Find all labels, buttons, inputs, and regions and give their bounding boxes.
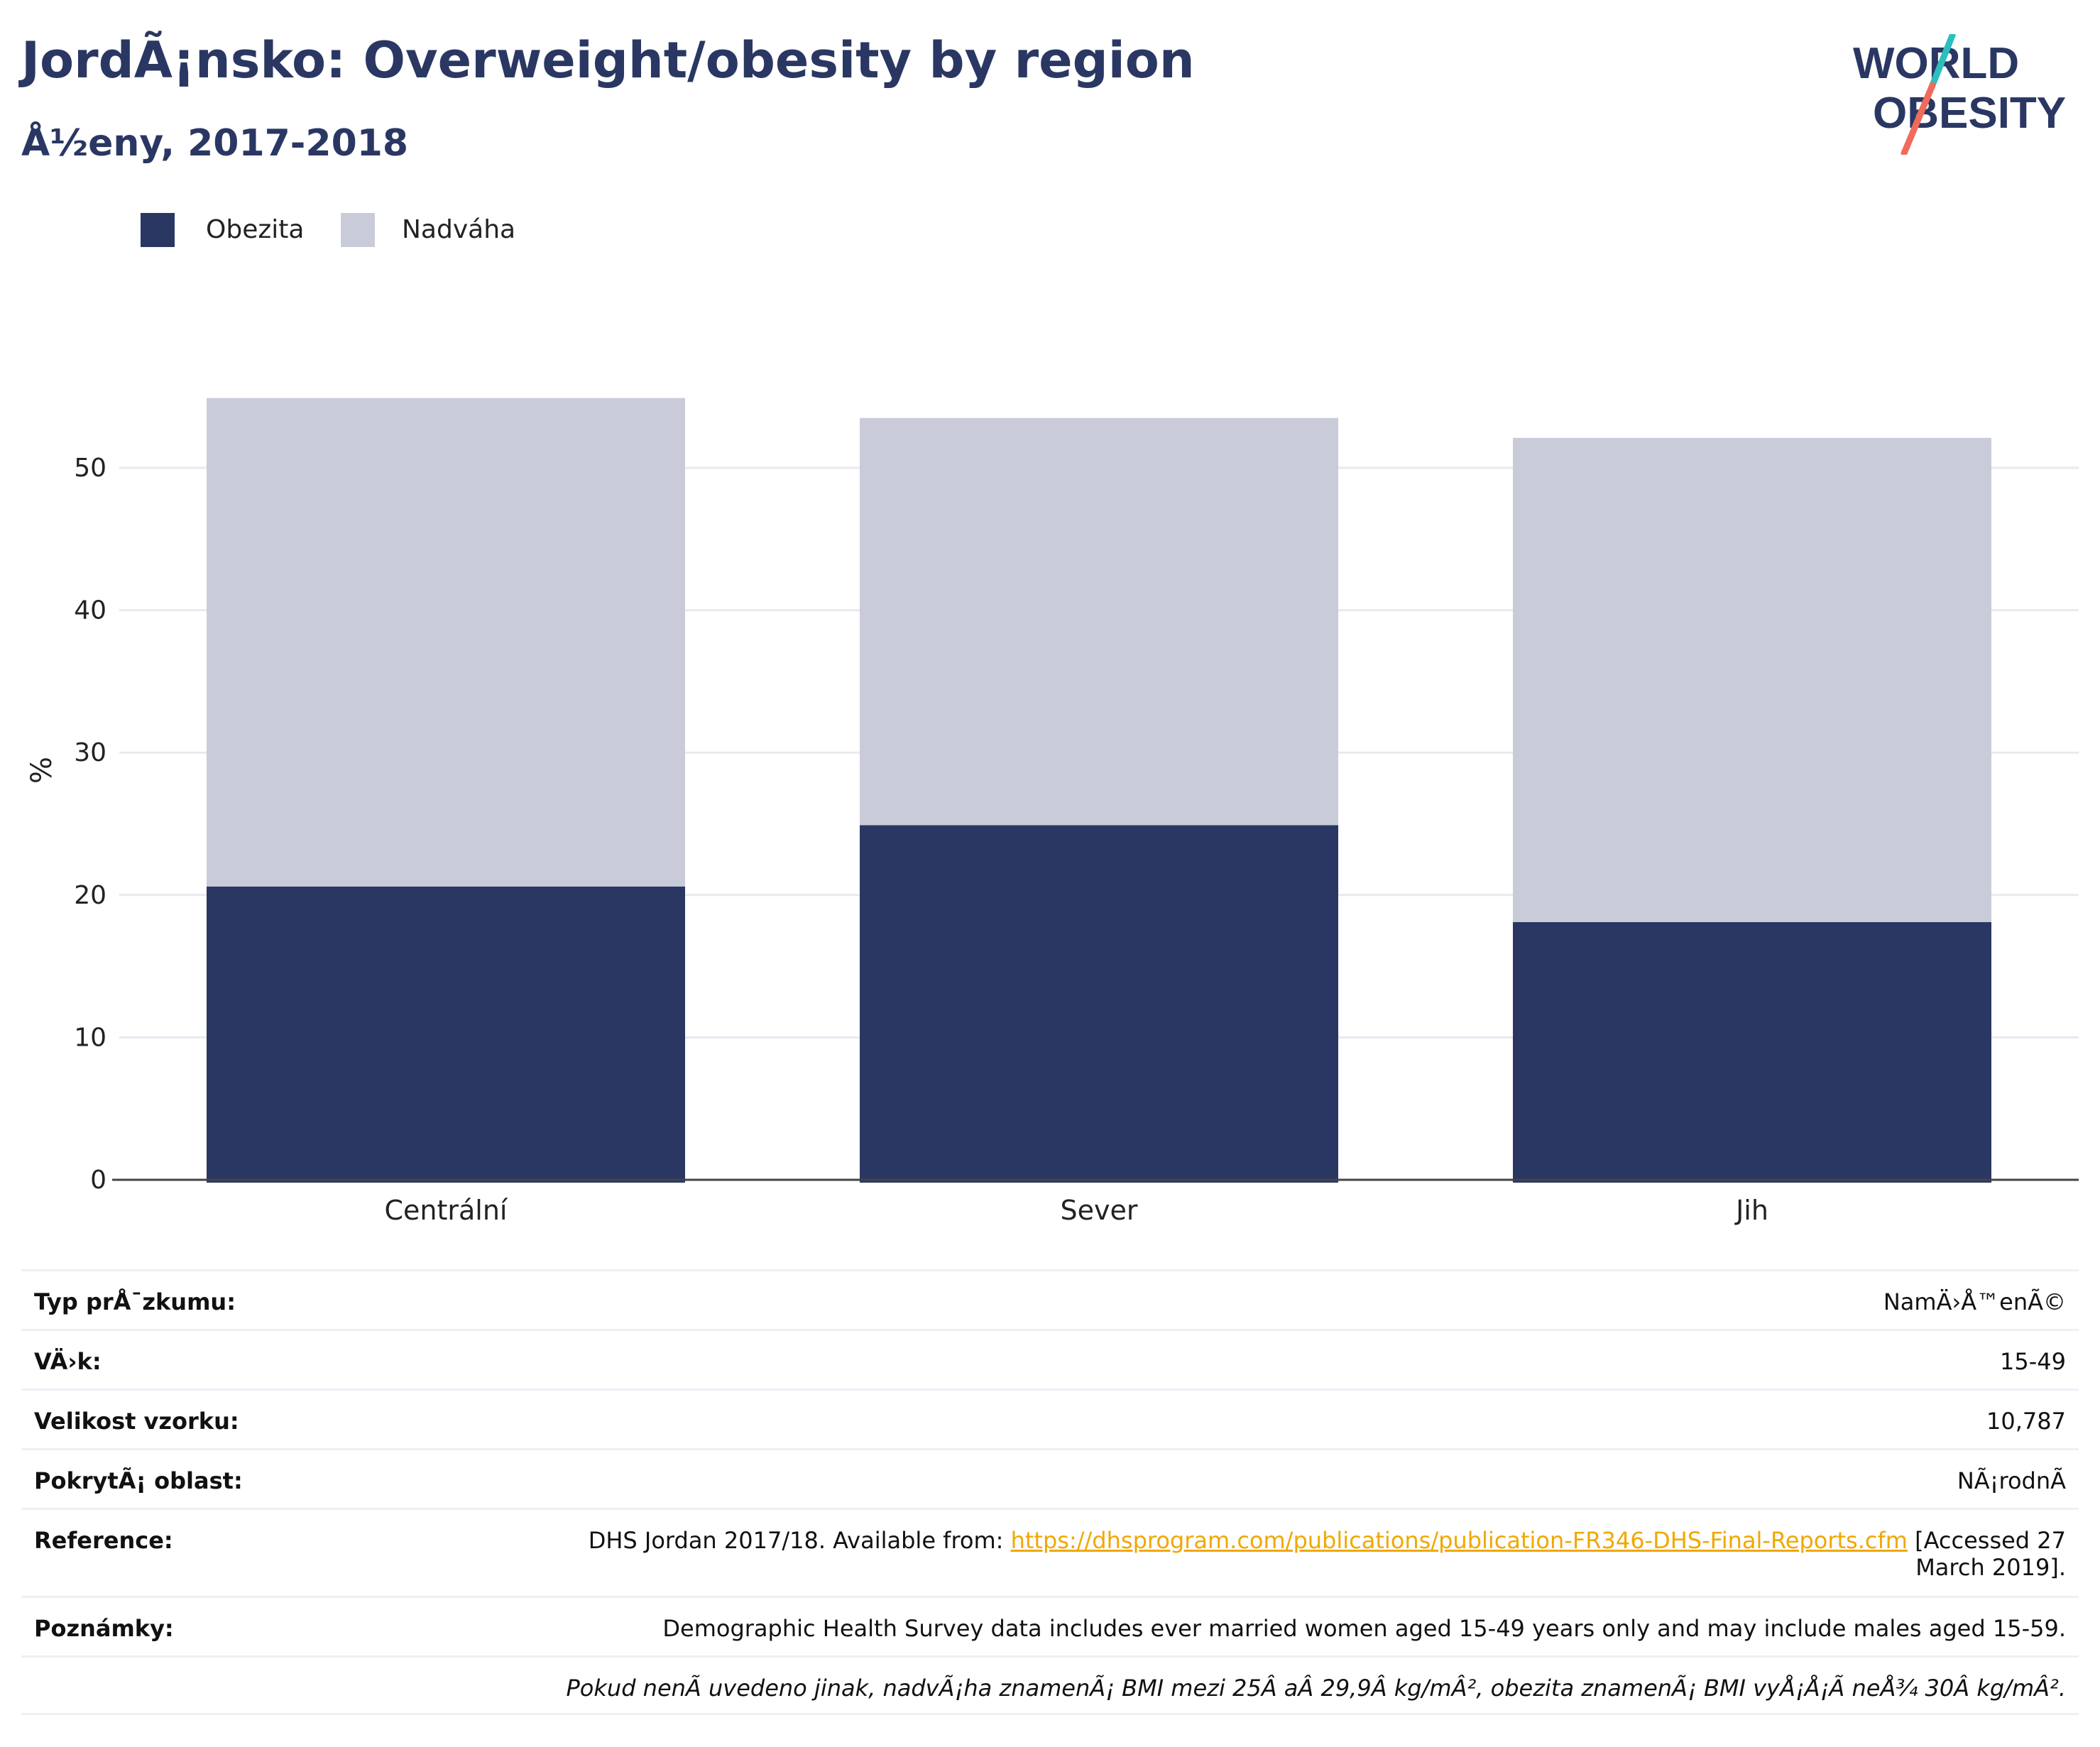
y-tick-label: 40 [74,596,106,625]
info-row-coverage: PokrytÃ¡ oblast: NÃ¡rodnÃ [21,1448,2079,1508]
legend-label-obezita: Obezita [206,215,305,244]
reference-accessed-date: March 2019]. [1915,1554,2066,1581]
bar-obezita-1 [860,825,1338,1183]
info-label: Velikost vzorku: [34,1408,239,1435]
info-row-survey-type: Typ prÅ¯zkumu: NamÄ›Å™enÃ© [21,1269,2079,1329]
info-row-sample-size: Velikost vzorku: 10,787 [21,1389,2079,1448]
bar-obezita-2 [1513,921,1991,1183]
info-value: 15-49 [2000,1348,2066,1375]
info-label: Reference: [34,1527,173,1554]
info-label: Typ prÅ¯zkumu: [34,1288,236,1315]
legend-label-nadvaha: Nadváha [402,215,516,244]
bmi-definition-note: Pokud nenÃ uvedeno jinak, nadvÃ¡ha zname… [566,1675,2067,1702]
chart-subtitle: Å½eny, 2017-2018 [21,122,409,165]
x-tick-label: Sever [1061,1195,1138,1226]
chart-title: JordÃ¡nsko: Overweight/obesity by region [21,31,1195,89]
bar-nadv-ha-0 [207,398,685,887]
legend-swatch-nadvaha [341,213,375,247]
bar-obezita-0 [207,886,685,1183]
info-row-reference: Reference: DHS Jordan 2017/18. Available… [21,1508,2079,1596]
info-row-age: VÄ›k: 15-49 [21,1329,2079,1389]
world-obesity-logo: WORLD OBESITY [1853,34,2066,155]
info-value: NamÄ›Å™enÃ© [1883,1288,2066,1315]
logo-slash-teal [1929,34,1956,89]
info-row-definition: Pokud nenÃ uvedeno jinak, nadvÃ¡ha zname… [21,1655,2079,1715]
x-tick-label: Jih [1734,1195,1768,1226]
y-tick-label: 20 [74,881,106,910]
y-tick-label: 30 [74,738,106,767]
x-tick-label: Centrální [384,1195,508,1226]
bar-nadv-ha-2 [1513,437,1991,922]
reference-link[interactable]: https://dhsprogram.com/publications/publ… [1010,1527,1908,1554]
y-tick-label: 50 [74,454,106,483]
reference-value: DHS Jordan 2017/18. Available from: http… [589,1527,2066,1581]
info-row-notes: Poznámky: Demographic Health Survey data… [21,1596,2079,1655]
info-value: NÃ¡rodnÃ [1957,1467,2066,1494]
survey-info-table: Typ prÅ¯zkumu: NamÄ›Å™enÃ© VÄ›k: 15-49 V… [21,1269,2079,1715]
info-value: Demographic Health Survey data includes … [662,1615,2066,1642]
bar-nadv-ha-1 [860,417,1338,826]
stacked-bar-chart: 0 10 20 30 40 50% Centrální Sever Jih [26,398,2079,1226]
y-axis-label: % [26,757,58,784]
y-tick-label: 0 [90,1166,106,1195]
logo-text-obesity: OBESITY [1873,89,2066,138]
legend-swatch-obezita [141,213,175,247]
info-label: VÄ›k: [34,1348,102,1375]
info-label: PokrytÃ¡ oblast: [34,1467,243,1494]
y-tick-label: 10 [74,1023,106,1052]
reference-accessed: [Accessed 27 [1907,1527,2066,1554]
info-value: 10,787 [1986,1408,2066,1435]
logo-slash-coral [1901,82,1936,155]
info-label: Poznámky: [34,1615,174,1642]
reference-text: DHS Jordan 2017/18. Available from: [588,1527,1011,1554]
